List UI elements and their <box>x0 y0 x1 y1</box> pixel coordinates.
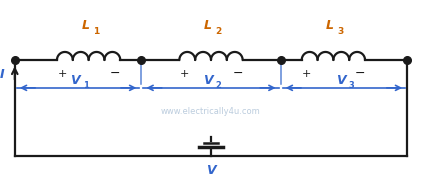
Text: 2: 2 <box>216 81 222 90</box>
Text: +: + <box>180 69 189 79</box>
Text: −: − <box>355 67 365 80</box>
Text: 2: 2 <box>216 27 222 36</box>
Text: 3: 3 <box>338 27 344 36</box>
Text: +: + <box>57 69 67 79</box>
Text: L: L <box>326 19 334 32</box>
Text: V: V <box>203 74 212 87</box>
Text: +: + <box>302 69 311 79</box>
Text: 1: 1 <box>83 81 89 90</box>
Text: L: L <box>204 19 211 32</box>
Text: V: V <box>206 164 216 177</box>
Text: L: L <box>81 19 89 32</box>
Text: 1: 1 <box>93 27 99 36</box>
Text: −: − <box>110 67 120 80</box>
Text: V: V <box>70 74 79 87</box>
Text: I: I <box>0 69 4 82</box>
Text: www.electrically4u.com: www.electrically4u.com <box>161 107 261 116</box>
Text: −: − <box>233 67 243 80</box>
Text: 3: 3 <box>349 81 354 90</box>
Text: V: V <box>336 74 345 87</box>
